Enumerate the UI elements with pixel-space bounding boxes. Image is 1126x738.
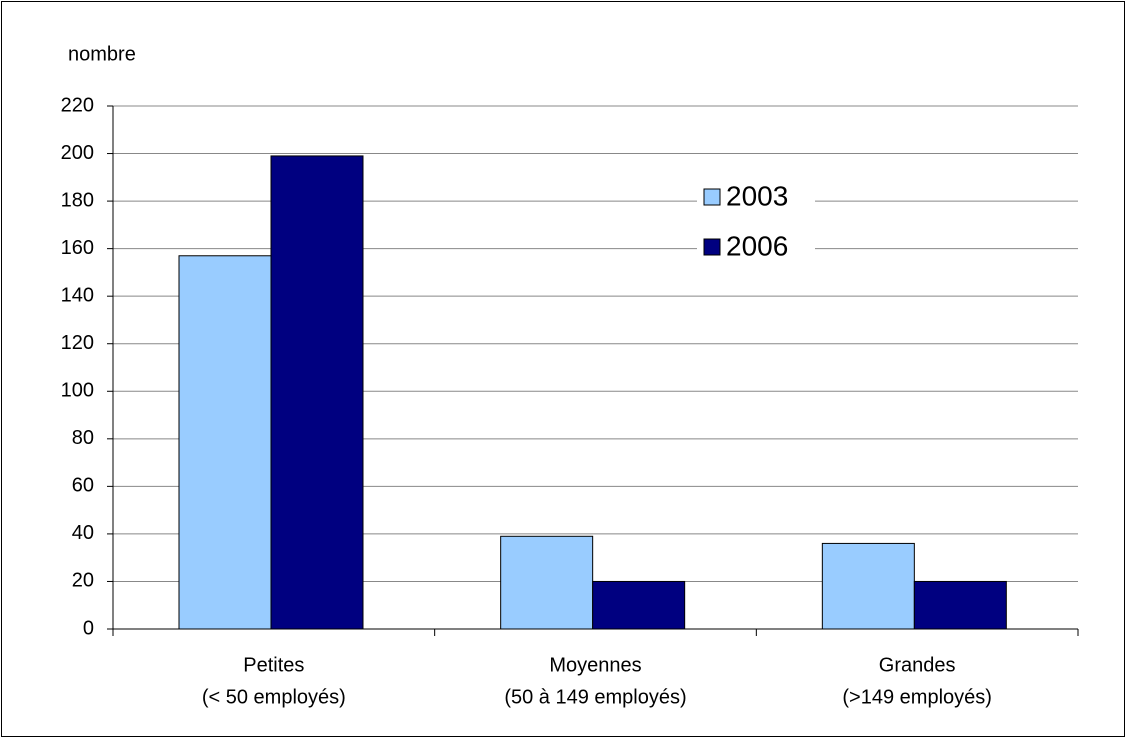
bar [270,155,364,630]
y-tick-label: 160 [61,237,94,259]
x-tick-label: Moyennes [549,654,641,676]
bar [592,580,686,630]
bar [500,535,594,630]
x-tick-label: (>149 employés) [842,686,992,708]
bar [913,580,1007,630]
legend-swatch [703,238,721,256]
y-axis-label: nombre [68,43,136,65]
y-tick-label: 220 [61,94,94,116]
y-tick-label: 100 [61,380,94,402]
y-tick-label: 0 [83,617,94,639]
legend-label: 2006 [726,230,788,261]
y-tick-label: 200 [61,142,94,164]
y-tick-label: 120 [61,332,94,354]
x-tick-label: Grandes [879,654,956,676]
y-tick-label: 20 [72,570,94,592]
bar [178,255,272,630]
y-tick-label: 80 [72,427,94,449]
y-tick-label: 60 [72,475,94,497]
x-tick-label: (< 50 employés) [202,686,346,708]
legend-label: 2003 [726,180,788,211]
y-tick-label: 180 [61,189,94,211]
legend-swatch [703,188,721,206]
x-tick-label: (50 à 149 employés) [504,686,686,708]
bar [821,542,915,630]
y-tick-label: 140 [61,284,94,306]
x-tick-label: Petites [243,654,304,676]
y-tick-label: 40 [72,522,94,544]
